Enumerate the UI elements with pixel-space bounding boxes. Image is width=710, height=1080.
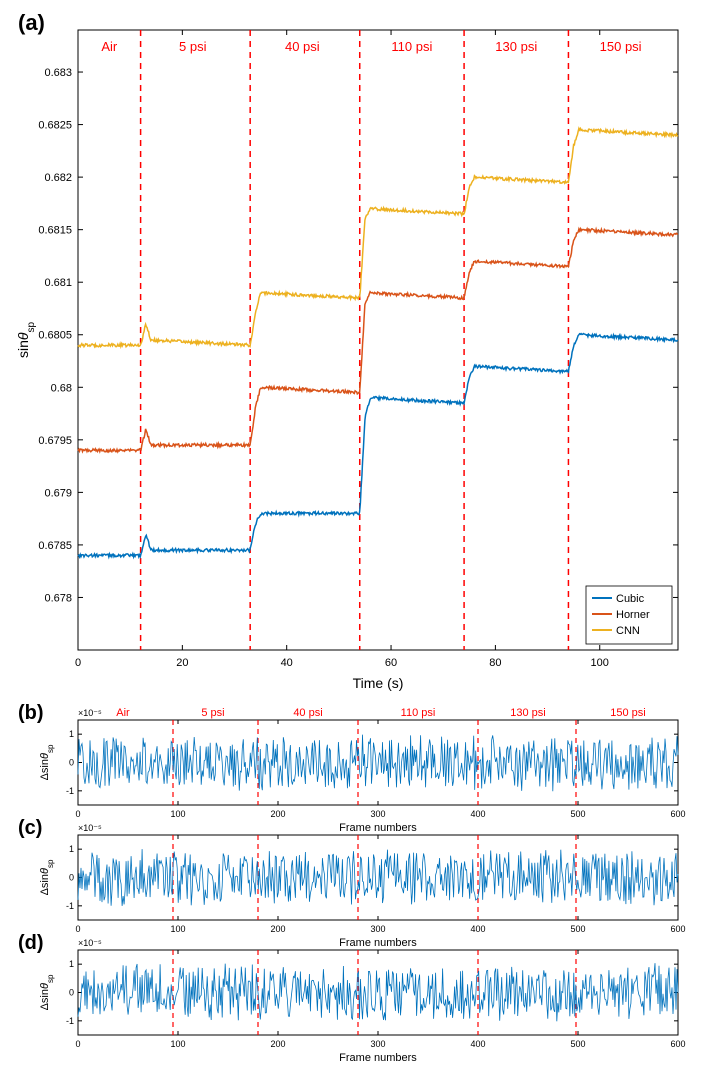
svg-text:Frame numbers: Frame numbers xyxy=(339,1052,417,1064)
svg-text:100: 100 xyxy=(170,1039,185,1049)
panel-d-chart: ×10⁻⁵ -1 0 1 0 100 200 300 400 500 600 Frame number… xyxy=(0,0,710,1080)
svg-text:-1: -1 xyxy=(66,1016,74,1026)
svg-text:300: 300 xyxy=(370,1039,385,1049)
svg-text:1: 1 xyxy=(69,959,74,969)
svg-text:0: 0 xyxy=(75,1039,80,1049)
svg-text:400: 400 xyxy=(470,1039,485,1049)
svg-text:500: 500 xyxy=(570,1039,585,1049)
svg-text:Δsinθsp: Δsinθsp xyxy=(39,974,55,1010)
svg-text:0: 0 xyxy=(69,988,74,998)
panel-label-d: (d) xyxy=(18,932,44,955)
svg-text:×10⁻⁵: ×10⁻⁵ xyxy=(78,938,102,948)
svg-text:600: 600 xyxy=(670,1039,685,1049)
svg-text:200: 200 xyxy=(270,1039,285,1049)
